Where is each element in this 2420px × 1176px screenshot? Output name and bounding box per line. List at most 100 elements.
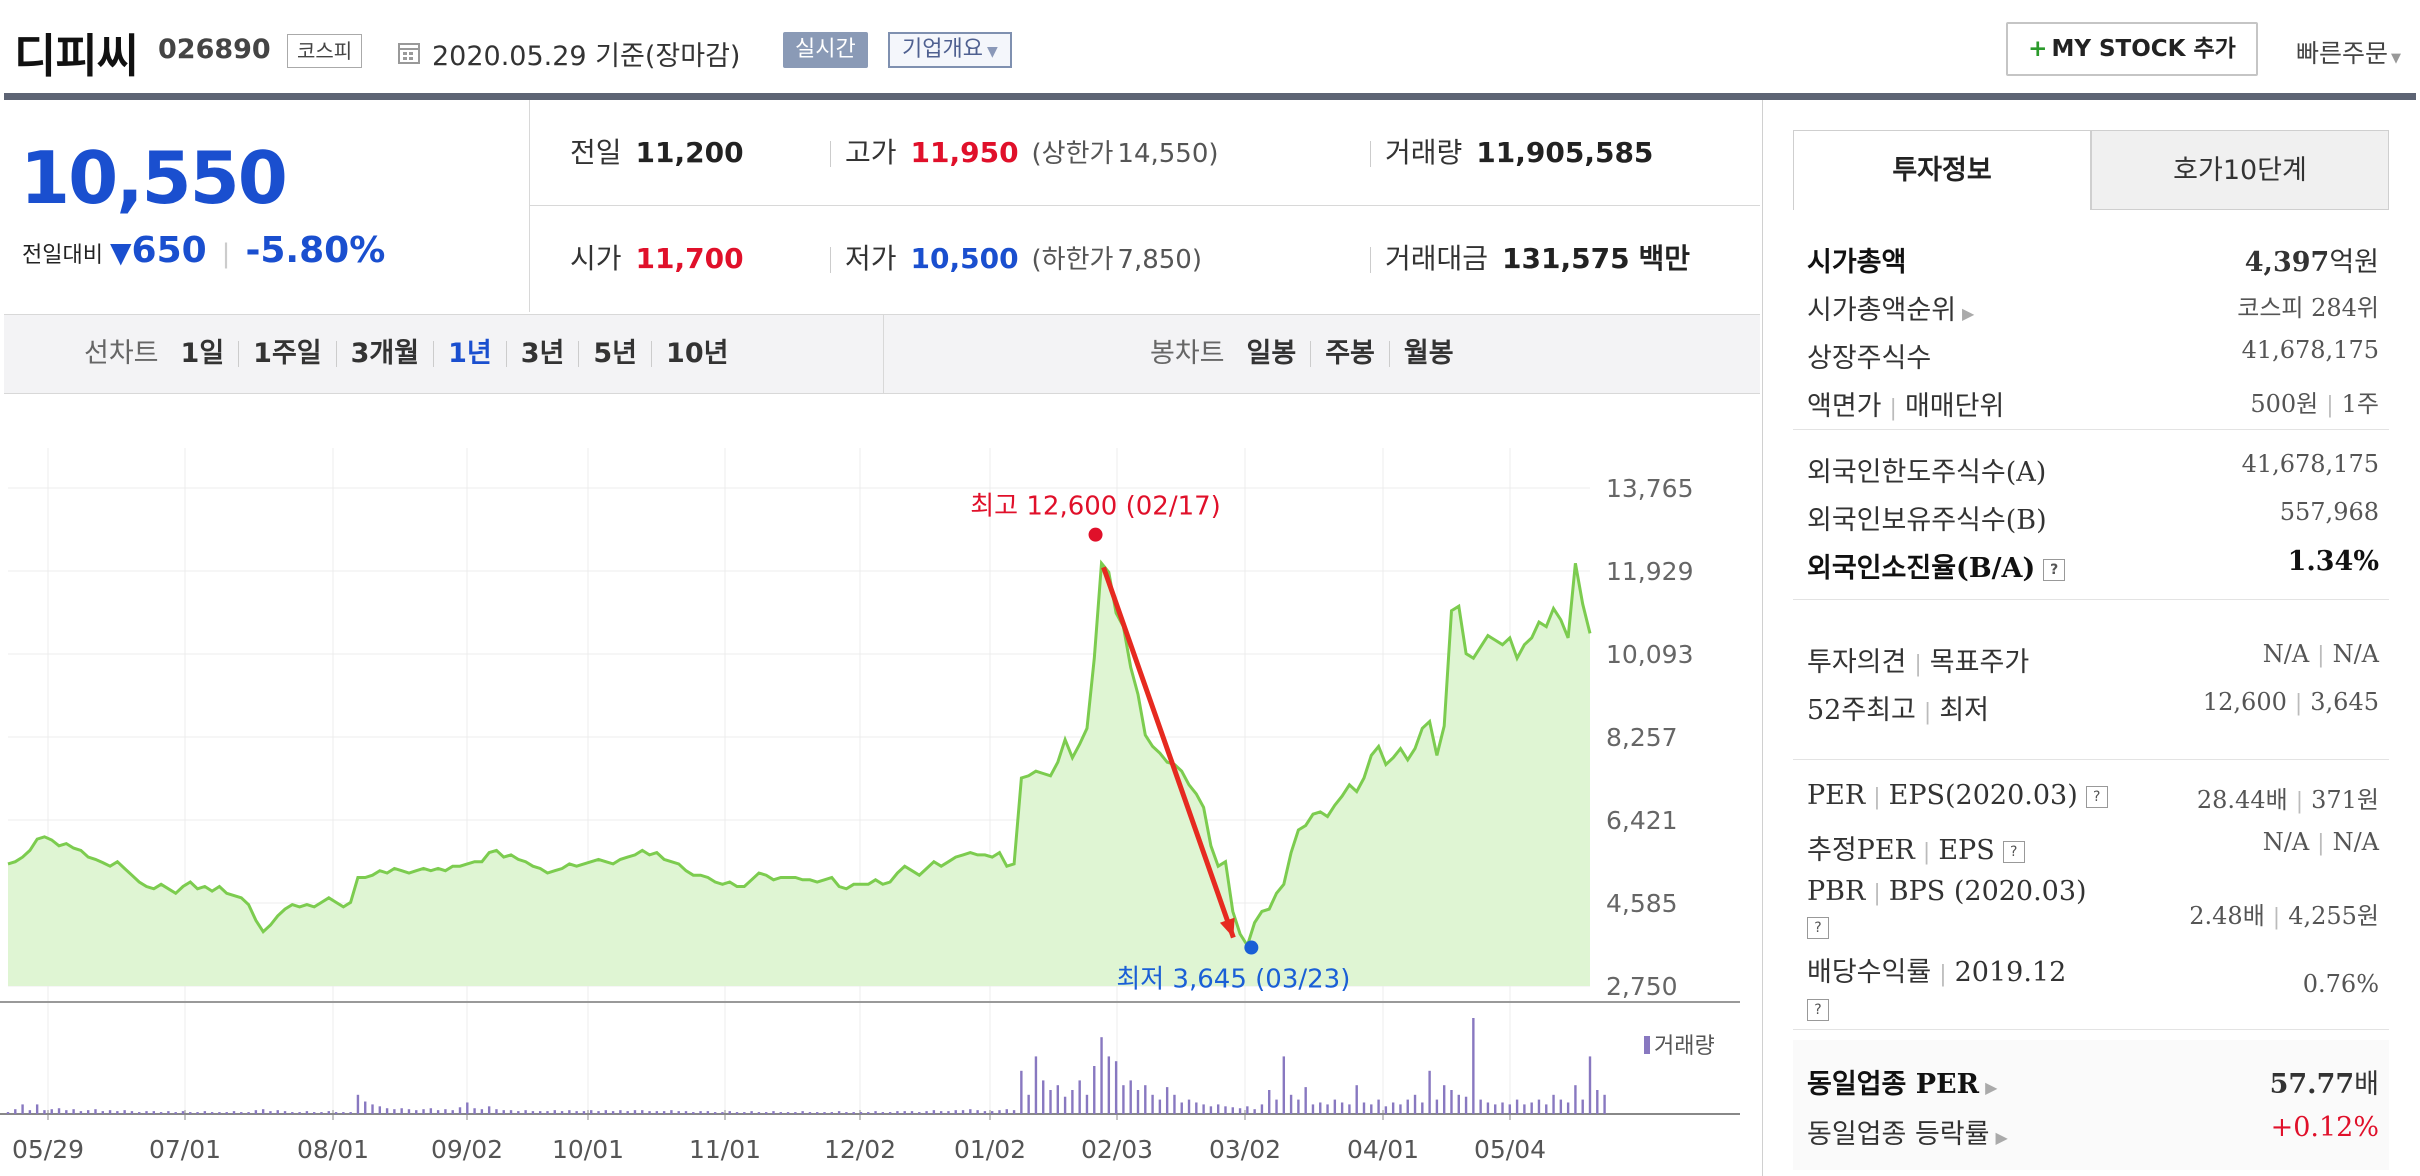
chevron-down-icon: ▼ [986,44,998,60]
help-icon[interactable]: ? [1807,998,1829,1021]
high-label: 고가 [845,136,897,169]
help-icon[interactable]: ? [1807,916,1829,939]
volume-bar [604,1110,608,1114]
volume-bar [1603,1094,1606,1114]
volume-bar [706,1111,710,1114]
candle-chart-options: 봉차트 일봉 주봉 월봉 [884,315,1760,393]
realtime-button[interactable]: 실시간 [783,32,868,68]
volume-value: 11,905,585 [1476,136,1654,169]
line-period-option-0[interactable]: 1일 [180,338,225,369]
volume-bar [553,1110,556,1114]
x-tick-label: 11/01 [689,1135,761,1164]
line-period-option-6[interactable]: 10년 [651,340,742,367]
line-period-option-1[interactable]: 1주일 [238,340,335,367]
est-eps-value: N/A [2332,828,2379,856]
volume-bar [1151,1094,1154,1114]
candle-period-option-0[interactable]: 일봉 [1246,338,1297,369]
add-my-stock-button[interactable]: + MY STOCK 추가 [2006,22,2258,76]
trend-arrow-head [1219,917,1235,938]
opinion-value: N/A [2262,640,2310,668]
line-period-option-2[interactable]: 3개월 [335,340,433,367]
volume-bar [283,1111,287,1114]
volume-bar [349,1112,352,1114]
stock-header: 디피씨 026890 코스피 2020.05.29 기준(장마감) 실시간 기업… [0,0,2420,94]
foreign-ownership-section: 외국인한도주식수(A) 41,678,175 외국인보유주식수(B) 557,9… [1793,440,2389,600]
volume-bar [436,1110,440,1114]
help-icon[interactable]: ? [2085,785,2108,808]
price-chart-svg: 13,765 11,929 10,093 8,257 6,421 4,585 2,750 05… [0,448,1740,1164]
volume-bar [626,1111,629,1114]
volume-bar [1421,1102,1424,1114]
volume-bar [108,1110,112,1114]
x-tick-label: 05/29 [12,1135,84,1164]
line-period-option-5[interactable]: 5년 [578,340,651,367]
volume-bar [969,1109,972,1114]
help-icon[interactable]: ? [2002,840,2025,863]
volume-bar [364,1101,367,1114]
help-icon[interactable]: ? [2043,558,2066,581]
candle-period-option-2[interactable]: 월봉 [1388,340,1468,367]
volume-bar [597,1111,600,1114]
trade-value: 거래대금 131,575 백만 [1370,206,1690,312]
volume-bar [976,1110,979,1114]
volume-bar [1545,1104,1548,1114]
y-tick-label: 4,585 [1606,889,1678,918]
volume-bar [1005,1109,1008,1114]
volume-bar [1435,1099,1439,1114]
header-divider [4,93,2416,100]
company-overview-dropdown[interactable]: 기업개요 ▼ [888,32,1012,68]
calendar-icon [398,43,420,64]
volume-bar [764,1112,768,1114]
volume-bar [371,1104,374,1114]
volume-bar [65,1110,68,1114]
volume-bar [305,1111,309,1114]
tab-investment-info[interactable]: 투자정보 [1793,130,2091,210]
volume-bar [334,1112,338,1114]
volume-bar [1523,1104,1526,1114]
est-per-value: N/A [2262,828,2310,856]
volume-bar [648,1111,651,1114]
bps-value: 4,255원 [2288,902,2379,930]
volume-bar [808,1112,812,1114]
volume-bar [320,1112,323,1114]
foreign-limit-label: 외국인한도주식수(A) [1807,457,2047,488]
volume-bar [1216,1104,1220,1114]
change-percent: -5.80% [245,230,386,271]
volume-bar [415,1110,418,1114]
line-period-option-4[interactable]: 3년 [505,340,579,367]
volume-bar [1238,1108,1242,1114]
volume-bar [590,1110,593,1114]
market-cap-value: 4,397 [2244,247,2330,278]
open-label: 시가 [570,242,622,275]
trade-unit-label: 매매단위 [1904,391,2005,422]
volume-bar [684,1111,688,1114]
volume-bar [1391,1102,1395,1114]
line-period-option-3[interactable]: 1년 [433,340,506,367]
volume-bar [218,1112,221,1114]
quick-order-dropdown[interactable]: 빠른주문 ▼ [2296,34,2401,70]
volume-bar [458,1107,462,1114]
volume-bar [699,1111,702,1114]
volume-label: 거래량 [1385,136,1463,169]
prev-close: 전일 11,200 [570,100,744,206]
tab-orderbook[interactable]: 호가10단계 [2091,130,2389,210]
y-tick-label: 10,093 [1606,640,1693,669]
volume-bar [444,1109,447,1114]
price-chart[interactable]: 13,765 11,929 10,093 8,257 6,421 4,585 2,750 05… [0,394,1760,1176]
volume-bar [181,1111,185,1114]
volume-bar [903,1111,906,1114]
quick-order-label: 빠른주문 [2296,39,2389,68]
volume-bar [1574,1085,1577,1114]
volume-bar [101,1111,104,1114]
volume-bar [881,1112,885,1114]
volume-bar [575,1111,578,1114]
volume-bar [1056,1085,1060,1114]
volume-bar [21,1104,24,1114]
volume-bar [918,1112,921,1114]
volume-bar [852,1112,855,1114]
volume-bar [1319,1102,1322,1114]
dividend-year: 2019.12 [1954,957,2067,988]
volume-bar [1071,1090,1074,1114]
add-my-stock-label: MY STOCK 추가 [2051,36,2236,62]
candle-period-option-1[interactable]: 주봉 [1310,340,1389,367]
